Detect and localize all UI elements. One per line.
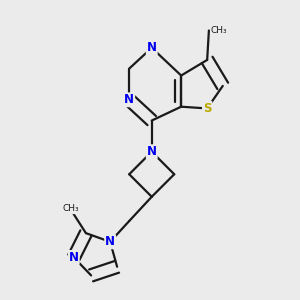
Text: CH₃: CH₃ [62,204,79,213]
Text: S: S [203,102,212,115]
Text: N: N [105,235,115,248]
Text: N: N [147,41,157,54]
Text: N: N [147,145,157,158]
Text: N: N [124,93,134,106]
Text: CH₃: CH₃ [211,26,227,35]
Text: N: N [69,251,79,264]
